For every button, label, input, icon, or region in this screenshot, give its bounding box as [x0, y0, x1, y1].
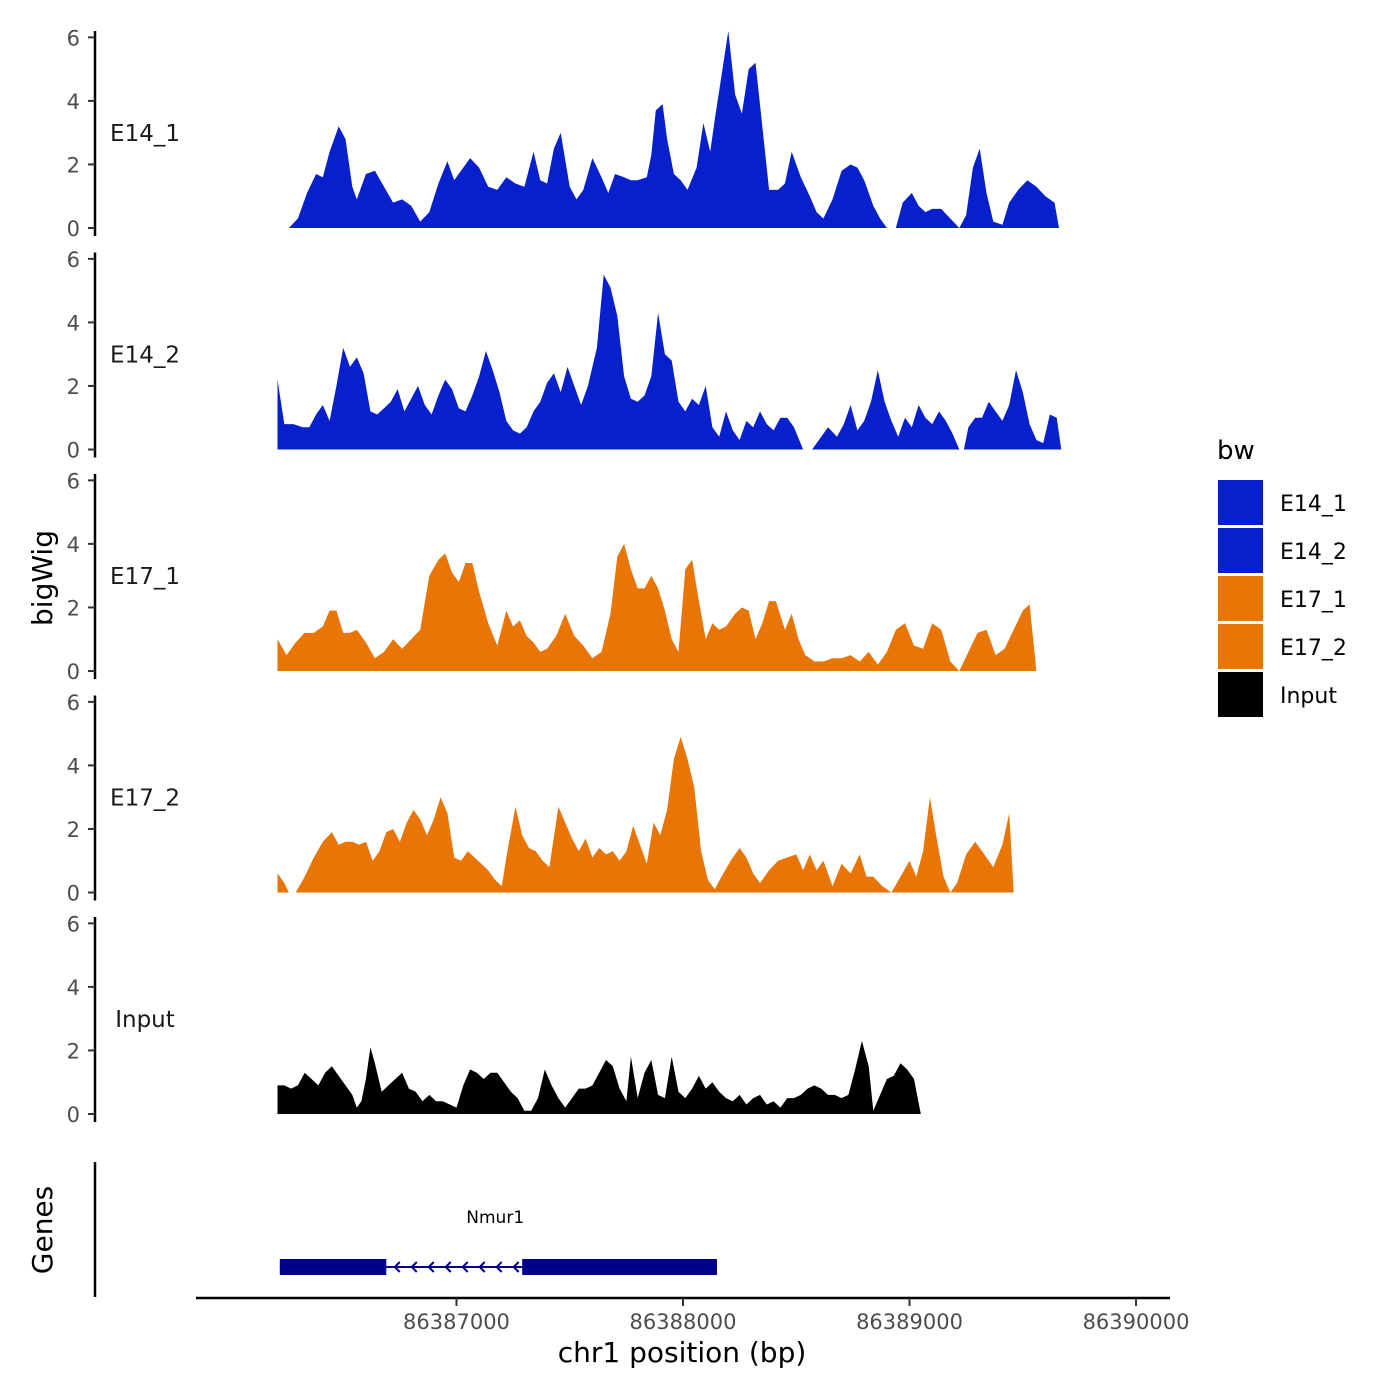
genes-panel: Nmur1 — [93, 1162, 717, 1297]
y-tick-label: 4 — [67, 311, 80, 335]
track-label: E14_2 — [110, 343, 180, 369]
strand-arrow — [461, 1261, 469, 1273]
y-tick-label: 6 — [67, 912, 80, 936]
y-tick-label: 2 — [67, 818, 80, 842]
gene-exon — [279, 1259, 387, 1275]
track-label: E17_1 — [110, 564, 180, 590]
y-tick-label: 4 — [67, 976, 80, 1000]
signal-tracks: 0 2 4 6 E14_1 0 2 4 6 E14_2 0 2 4 6 E17_1 0 2 4 6 E17_2 0 2 4 6… — [67, 26, 1062, 1127]
track-Input: 0 2 4 6 Input — [67, 912, 921, 1127]
legend-label: Input — [1280, 684, 1337, 709]
legend-swatch — [1218, 624, 1263, 669]
gene-Nmur1: Nmur1 — [279, 1208, 717, 1275]
strand-arrow — [495, 1261, 503, 1273]
gene-name-label: Nmur1 — [466, 1208, 524, 1228]
y-tick-label: 2 — [67, 596, 80, 620]
track-E17_1: 0 2 4 6 E17_1 — [67, 469, 1037, 684]
legend: bw E14_1 E14_2 E17_1 E17_2 Input — [1217, 436, 1347, 717]
legend-swatch — [1218, 672, 1263, 717]
y-axis-title: bigWig — [26, 530, 59, 626]
legend-label: E17_1 — [1280, 588, 1347, 613]
y-tick-label: 6 — [67, 248, 80, 272]
strand-arrow — [478, 1261, 486, 1273]
y-tick-label: 4 — [67, 533, 80, 557]
legend-label: E14_2 — [1280, 540, 1347, 565]
x-axis: 86387000 86388000 86389000 86390000 — [196, 1296, 1190, 1334]
y-tick-label: 0 — [67, 660, 80, 684]
y-tick-label: 2 — [67, 1039, 80, 1063]
strand-arrow — [427, 1261, 435, 1273]
x-tick-label: 86390000 — [1083, 1310, 1190, 1334]
legend-swatch — [1218, 576, 1263, 621]
legend-swatch — [1218, 480, 1263, 525]
legend-item-E14_1: E14_1 — [1218, 480, 1347, 525]
signal-area-E14_2 — [277, 274, 1062, 450]
gene-exon — [522, 1259, 717, 1275]
y-tick-label: 0 — [67, 439, 80, 463]
track-label: E14_1 — [110, 121, 180, 147]
legend-label: E14_1 — [1280, 492, 1347, 517]
strand-arrow — [410, 1261, 418, 1273]
legend-title: bw — [1217, 436, 1255, 466]
legend-item-Input: Input — [1218, 672, 1337, 717]
legend-item-E17_1: E17_1 — [1218, 576, 1347, 621]
legend-item-E14_2: E14_2 — [1218, 528, 1347, 573]
y-tick-label: 4 — [67, 754, 80, 778]
track-label: Input — [115, 1007, 175, 1033]
y-tick-label: 6 — [67, 26, 80, 50]
y-tick-label: 2 — [67, 153, 80, 177]
legend-label: E17_2 — [1280, 636, 1347, 661]
x-tick-label: 86389000 — [856, 1310, 963, 1334]
genes-axis-title: Genes — [26, 1186, 59, 1274]
legend-item-E17_2: E17_2 — [1218, 624, 1347, 669]
signal-area-E17_1 — [277, 543, 1037, 671]
y-tick-label: 2 — [67, 375, 80, 399]
y-tick-label: 6 — [67, 469, 80, 493]
strand-arrow — [393, 1261, 401, 1273]
strand-arrow — [512, 1261, 520, 1273]
track-E14_1: 0 2 4 6 E14_1 — [67, 26, 1059, 241]
legend-swatch — [1218, 528, 1263, 573]
signal-area-E17_2 — [277, 736, 1014, 893]
y-tick-label: 4 — [67, 90, 80, 114]
track-E17_2: 0 2 4 6 E17_2 — [67, 691, 1014, 906]
y-tick-label: 0 — [67, 882, 80, 906]
y-tick-label: 6 — [67, 691, 80, 715]
strand-arrow — [444, 1261, 452, 1273]
x-axis-title: chr1 position (bp) — [558, 1336, 807, 1369]
x-tick-label: 86387000 — [403, 1310, 510, 1334]
x-tick-label: 86388000 — [630, 1310, 737, 1334]
track-E14_2: 0 2 4 6 E14_2 — [67, 248, 1062, 463]
signal-area-E14_1 — [288, 31, 1059, 228]
signal-area-Input — [277, 1040, 921, 1114]
y-tick-label: 0 — [67, 1103, 80, 1127]
track-label: E17_2 — [110, 786, 180, 812]
y-tick-label: 0 — [67, 217, 80, 241]
